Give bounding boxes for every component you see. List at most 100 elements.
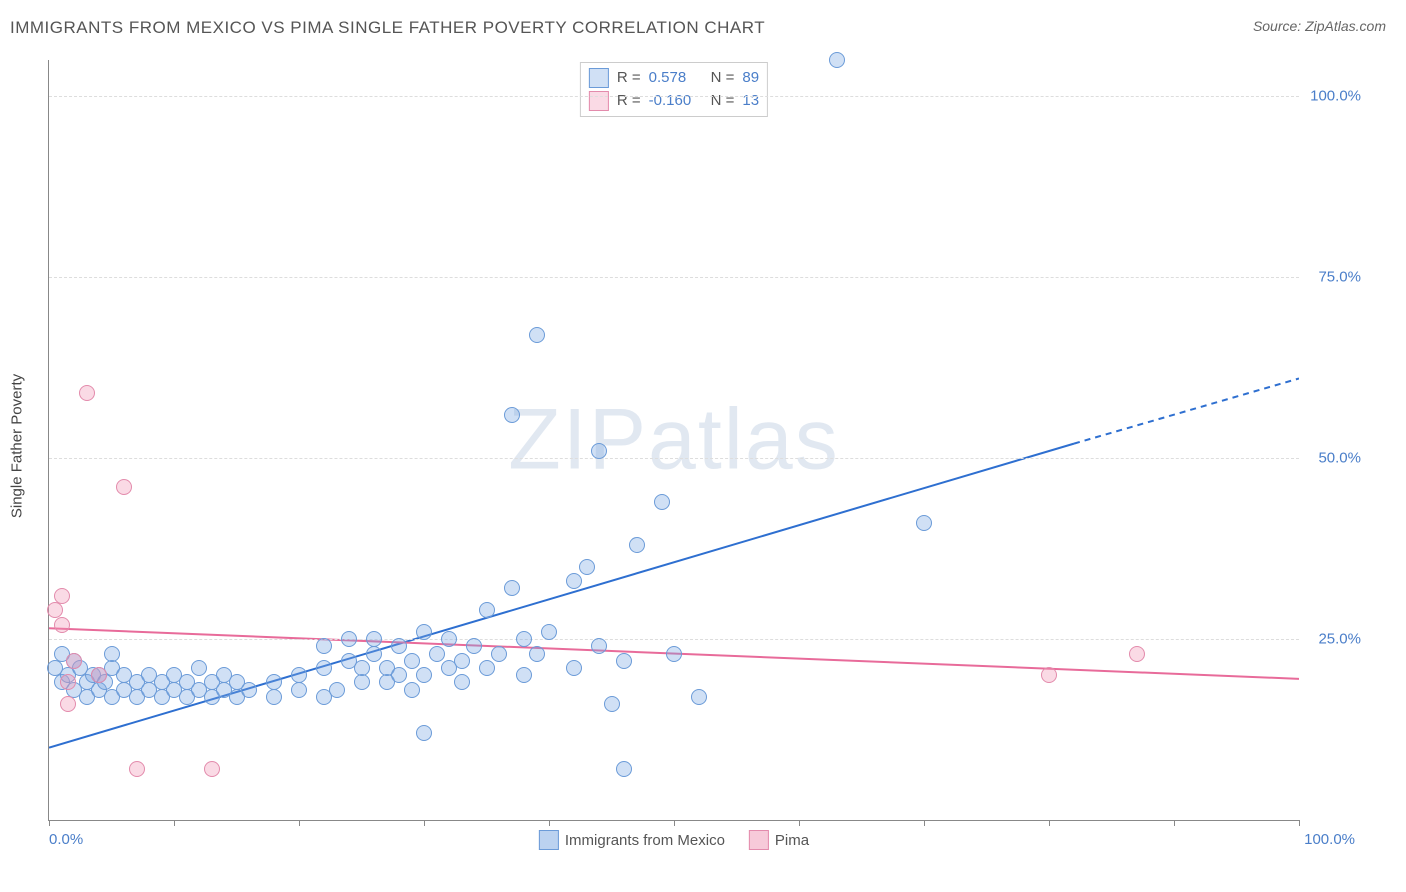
x-tick <box>924 820 925 826</box>
scatter-point <box>454 674 470 690</box>
scatter-point <box>91 667 107 683</box>
scatter-point <box>441 631 457 647</box>
scatter-point <box>529 327 545 343</box>
scatter-point <box>454 653 470 669</box>
scatter-point <box>666 646 682 662</box>
scatter-point <box>416 624 432 640</box>
scatter-point <box>241 682 257 698</box>
scatter-point <box>566 573 582 589</box>
legend-swatch-series1 <box>589 68 609 88</box>
legend-correlation-box: R = 0.578 N = 89 R = -0.160 N = 13 <box>580 62 768 117</box>
x-tick <box>799 820 800 826</box>
source-prefix: Source: <box>1253 18 1305 34</box>
trendline-extrapolated <box>1074 378 1299 443</box>
legend-label-series1: Immigrants from Mexico <box>565 832 725 849</box>
scatter-point <box>541 624 557 640</box>
scatter-point <box>366 646 382 662</box>
scatter-point <box>291 667 307 683</box>
scatter-point <box>566 660 582 676</box>
chart-container: IMMIGRANTS FROM MEXICO VS PIMA SINGLE FA… <box>0 0 1406 892</box>
scatter-point <box>54 617 70 633</box>
legend-r-label: R = <box>617 90 641 113</box>
scatter-point <box>391 667 407 683</box>
scatter-point <box>479 660 495 676</box>
legend-n-value-series2: 13 <box>742 90 759 113</box>
scatter-point <box>1129 646 1145 662</box>
y-tick-label: 100.0% <box>1310 88 1361 105</box>
x-tick <box>1299 820 1300 826</box>
plot-area: ZIPatlas R = 0.578 N = 89 R = -0.160 N =… <box>48 60 1299 821</box>
y-tick-label: 50.0% <box>1318 450 1361 467</box>
scatter-point <box>54 588 70 604</box>
scatter-point <box>829 52 845 68</box>
scatter-point <box>491 646 507 662</box>
scatter-point <box>204 761 220 777</box>
scatter-point <box>79 385 95 401</box>
scatter-point <box>1041 667 1057 683</box>
y-axis-label: Single Father Poverty <box>9 374 26 518</box>
scatter-point <box>616 761 632 777</box>
legend-item-series1: Immigrants from Mexico <box>539 830 725 850</box>
scatter-point <box>66 653 82 669</box>
legend-item-series2: Pima <box>749 830 809 850</box>
legend-label-series2: Pima <box>775 832 809 849</box>
legend-r-label: R = <box>617 67 641 90</box>
legend-row-series2: R = -0.160 N = 13 <box>589 90 759 113</box>
scatter-point <box>591 638 607 654</box>
gridline <box>49 277 1299 278</box>
x-tick <box>1049 820 1050 826</box>
gridline <box>49 639 1299 640</box>
scatter-point <box>60 674 76 690</box>
scatter-point <box>391 638 407 654</box>
scatter-point <box>466 638 482 654</box>
x-tick <box>174 820 175 826</box>
scatter-point <box>504 407 520 423</box>
scatter-point <box>329 682 345 698</box>
scatter-point <box>479 602 495 618</box>
scatter-point <box>579 559 595 575</box>
watermark: ZIPatlas <box>508 391 839 490</box>
scatter-point <box>516 631 532 647</box>
scatter-point <box>416 667 432 683</box>
scatter-point <box>354 660 370 676</box>
scatter-point <box>404 682 420 698</box>
scatter-point <box>266 674 282 690</box>
trendlines-layer <box>49 60 1299 820</box>
x-axis-max-label: 100.0% <box>1304 831 1355 848</box>
legend-row-series1: R = 0.578 N = 89 <box>589 67 759 90</box>
scatter-point <box>604 696 620 712</box>
scatter-point <box>354 674 370 690</box>
scatter-point <box>366 631 382 647</box>
scatter-point <box>60 696 76 712</box>
scatter-point <box>591 443 607 459</box>
scatter-point <box>316 660 332 676</box>
legend-swatch-series2 <box>589 91 609 111</box>
source-name: ZipAtlas.com <box>1305 18 1386 34</box>
y-tick-label: 75.0% <box>1318 269 1361 286</box>
scatter-point <box>429 646 445 662</box>
scatter-point <box>529 646 545 662</box>
scatter-point <box>504 580 520 596</box>
scatter-point <box>104 646 120 662</box>
x-tick <box>49 820 50 826</box>
source-attribution: Source: ZipAtlas.com <box>1253 18 1386 34</box>
x-tick <box>674 820 675 826</box>
scatter-point <box>416 725 432 741</box>
scatter-point <box>616 653 632 669</box>
legend-swatch-bottom-series2 <box>749 830 769 850</box>
x-tick <box>424 820 425 826</box>
scatter-point <box>916 515 932 531</box>
legend-series-box: Immigrants from Mexico Pima <box>539 830 809 850</box>
scatter-point <box>341 631 357 647</box>
trendline <box>49 444 1074 748</box>
scatter-point <box>516 667 532 683</box>
legend-r-value-series1: 0.578 <box>649 67 703 90</box>
legend-n-label: N = <box>711 67 735 90</box>
legend-n-label: N = <box>711 90 735 113</box>
x-axis-min-label: 0.0% <box>49 831 83 848</box>
scatter-point <box>116 479 132 495</box>
x-tick <box>1174 820 1175 826</box>
scatter-point <box>266 689 282 705</box>
scatter-point <box>191 660 207 676</box>
scatter-point <box>691 689 707 705</box>
